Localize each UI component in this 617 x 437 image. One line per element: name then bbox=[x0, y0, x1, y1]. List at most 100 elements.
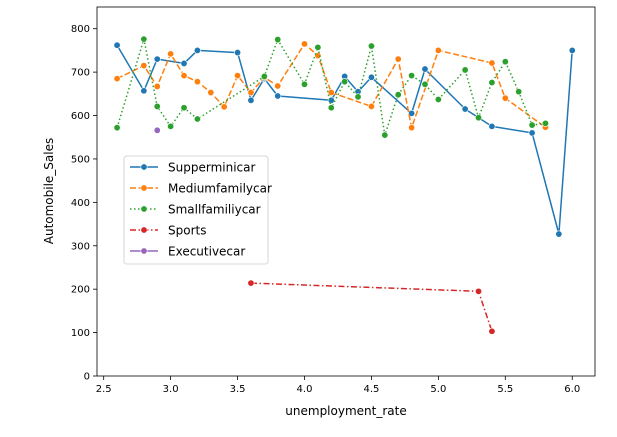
data-point-supperminicar bbox=[421, 65, 429, 73]
data-point-smallfamiliycar bbox=[528, 121, 536, 129]
series-line-smallfamiliycar bbox=[116, 38, 546, 136]
data-point-smallfamiliycar bbox=[341, 78, 349, 86]
data-point-smallfamiliycar bbox=[408, 72, 416, 80]
data-point-smallfamiliycar bbox=[314, 43, 322, 51]
data-point-executivecar bbox=[153, 126, 161, 134]
data-point-mediumfamilycar bbox=[488, 59, 496, 67]
y-tick-label: 500 bbox=[71, 154, 90, 165]
data-point-mediumfamilycar bbox=[234, 72, 242, 80]
data-point-supperminicar bbox=[568, 46, 576, 54]
plot-frame bbox=[96, 6, 596, 377]
data-point-smallfamiliycar bbox=[113, 124, 121, 132]
data-point-supperminicar bbox=[234, 49, 242, 57]
series-executivecar bbox=[153, 126, 161, 134]
data-point-supperminicar bbox=[193, 46, 201, 54]
data-point-smallfamiliycar bbox=[260, 72, 268, 80]
data-point-supperminicar bbox=[327, 96, 335, 104]
x-tick-label: 3.0 bbox=[163, 384, 179, 395]
data-point-smallfamiliycar bbox=[274, 36, 282, 44]
series-smallfamiliycar bbox=[113, 35, 549, 139]
legend-marker bbox=[140, 184, 148, 192]
series-mediumfamilycar bbox=[113, 40, 549, 132]
legend-marker bbox=[140, 205, 148, 213]
legend-marker bbox=[140, 226, 148, 234]
data-point-supperminicar bbox=[367, 73, 375, 81]
data-point-supperminicar bbox=[555, 230, 563, 238]
y-tick-label: 700 bbox=[71, 68, 90, 79]
plot-area bbox=[113, 35, 576, 335]
data-point-mediumfamilycar bbox=[220, 103, 228, 111]
y-axis: 0 100 200 300 400 500 600 700 800 bbox=[71, 24, 97, 383]
data-point-smallfamiliycar bbox=[421, 80, 429, 88]
data-point-smallfamiliycar bbox=[327, 104, 335, 112]
data-point-supperminicar bbox=[274, 92, 282, 100]
legend-label: Sports bbox=[168, 224, 206, 238]
data-point-smallfamiliycar bbox=[300, 80, 308, 88]
data-point-smallfamiliycar bbox=[394, 91, 402, 99]
y-tick-label: 100 bbox=[71, 328, 90, 339]
legend-item-smallfamiliycar: Smallfamiliycar bbox=[130, 203, 261, 217]
data-point-smallfamiliycar bbox=[461, 66, 469, 74]
x-tick-label: 5.5 bbox=[497, 384, 513, 395]
legend-item-supperminicar: Supperminicar bbox=[130, 161, 255, 175]
data-point-sports bbox=[475, 287, 483, 295]
data-point-mediumfamilycar bbox=[434, 46, 442, 54]
x-axis: 2.5 3.0 3.5 4.0 4.5 5.0 5.5 6.0 bbox=[96, 376, 580, 395]
data-point-smallfamiliycar bbox=[475, 114, 483, 122]
legend-label: Smallfamiliycar bbox=[168, 203, 261, 217]
legend-label: Executivecar bbox=[168, 245, 245, 259]
data-point-sports bbox=[247, 279, 255, 287]
y-axis-label: Automobile_Sales bbox=[42, 138, 56, 245]
data-point-smallfamiliycar bbox=[193, 115, 201, 123]
legend-marker bbox=[140, 163, 148, 171]
x-tick-label: 4.0 bbox=[297, 384, 313, 395]
x-tick-label: 4.5 bbox=[363, 384, 379, 395]
data-point-supperminicar bbox=[113, 41, 121, 49]
data-point-mediumfamilycar bbox=[247, 89, 255, 97]
data-point-mediumfamilycar bbox=[408, 124, 416, 132]
series-line-mediumfamilycar bbox=[116, 43, 546, 129]
data-point-mediumfamilycar bbox=[180, 72, 188, 80]
data-point-supperminicar bbox=[408, 109, 416, 117]
x-tick-label: 3.5 bbox=[230, 384, 246, 395]
data-point-smallfamiliycar bbox=[501, 58, 509, 66]
legend-item-sports: Sports bbox=[130, 224, 206, 238]
legend-item-mediumfamilycar: Mediumfamilycar bbox=[130, 182, 272, 196]
data-point-mediumfamilycar bbox=[193, 78, 201, 86]
data-point-mediumfamilycar bbox=[274, 82, 282, 90]
x-tick-label: 2.5 bbox=[96, 384, 112, 395]
data-point-smallfamiliycar bbox=[541, 119, 549, 127]
legend-label: Mediumfamilycar bbox=[168, 182, 272, 196]
data-point-mediumfamilycar bbox=[501, 94, 509, 102]
data-point-mediumfamilycar bbox=[394, 55, 402, 63]
data-point-sports bbox=[488, 327, 496, 335]
y-tick-label: 800 bbox=[71, 24, 90, 35]
x-tick-label: 5.0 bbox=[430, 384, 446, 395]
data-point-smallfamiliycar bbox=[434, 95, 442, 103]
x-axis-label: unemployment_rate bbox=[285, 404, 406, 418]
data-point-smallfamiliycar bbox=[180, 104, 188, 112]
x-tick-label: 6.0 bbox=[564, 384, 580, 395]
data-point-smallfamiliycar bbox=[167, 122, 175, 130]
data-point-mediumfamilycar bbox=[167, 50, 175, 58]
y-tick-label: 0 bbox=[84, 372, 90, 383]
y-tick-label: 300 bbox=[71, 241, 90, 252]
legend: Supperminicar Mediumfamilycar Smallfamiliy… bbox=[123, 155, 272, 265]
data-point-mediumfamilycar bbox=[113, 75, 121, 83]
data-point-supperminicar bbox=[153, 55, 161, 63]
series-sports bbox=[247, 279, 496, 335]
data-point-smallfamiliycar bbox=[153, 102, 161, 110]
data-point-smallfamiliycar bbox=[381, 131, 389, 139]
data-point-smallfamiliycar bbox=[354, 93, 362, 101]
data-point-supperminicar bbox=[488, 122, 496, 130]
y-tick-label: 200 bbox=[71, 285, 90, 296]
data-point-supperminicar bbox=[461, 105, 469, 113]
data-point-mediumfamilycar bbox=[327, 89, 335, 97]
legend-box bbox=[123, 155, 269, 265]
data-point-supperminicar bbox=[140, 87, 148, 95]
data-point-mediumfamilycar bbox=[153, 82, 161, 90]
data-point-supperminicar bbox=[247, 96, 255, 104]
data-point-mediumfamilycar bbox=[140, 62, 148, 70]
